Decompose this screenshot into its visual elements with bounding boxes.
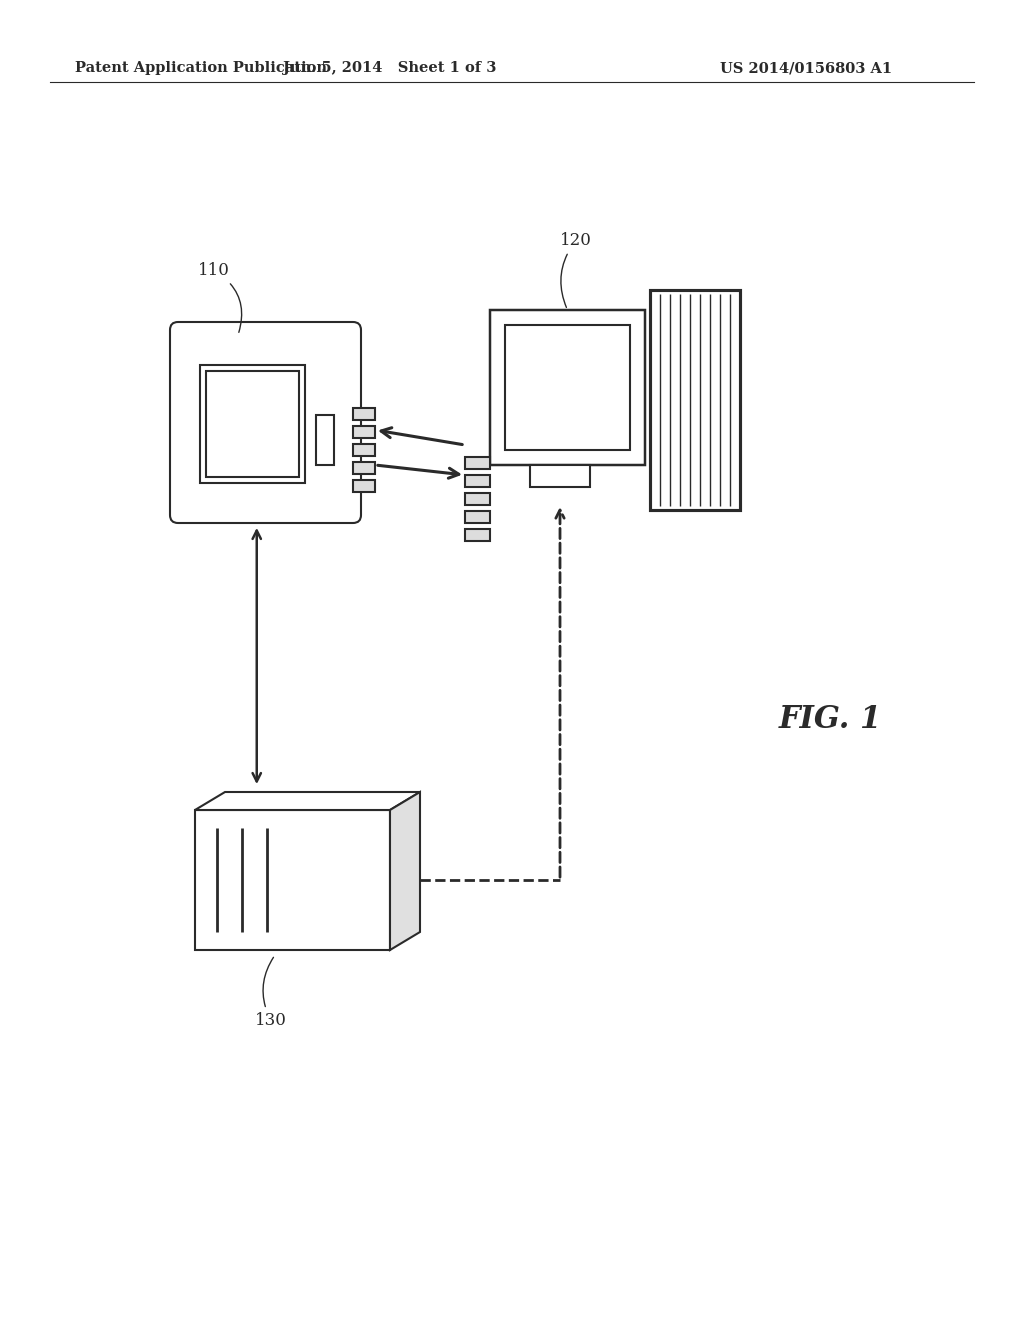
Text: 130: 130 — [255, 957, 287, 1030]
Text: Jun. 5, 2014   Sheet 1 of 3: Jun. 5, 2014 Sheet 1 of 3 — [284, 61, 497, 75]
Text: US 2014/0156803 A1: US 2014/0156803 A1 — [720, 61, 892, 75]
Bar — [200, 366, 305, 483]
Text: Patent Application Publication: Patent Application Publication — [75, 61, 327, 75]
Bar — [465, 492, 490, 506]
Bar — [465, 511, 490, 523]
Bar — [530, 465, 590, 487]
Bar — [465, 529, 490, 541]
Bar — [650, 290, 740, 510]
Bar — [353, 462, 375, 474]
FancyBboxPatch shape — [170, 322, 361, 523]
Bar — [353, 426, 375, 438]
Bar — [353, 444, 375, 455]
Bar — [353, 480, 375, 492]
Bar — [316, 414, 334, 465]
Polygon shape — [195, 792, 420, 810]
Text: 110: 110 — [198, 261, 242, 333]
Bar — [206, 371, 299, 477]
Text: 120: 120 — [560, 232, 592, 308]
Polygon shape — [390, 792, 420, 950]
Bar — [195, 810, 390, 950]
Bar — [490, 310, 645, 465]
Bar — [465, 475, 490, 487]
Text: FIG. 1: FIG. 1 — [778, 705, 882, 735]
Bar — [353, 408, 375, 420]
Bar — [465, 457, 490, 469]
Bar — [505, 325, 630, 450]
